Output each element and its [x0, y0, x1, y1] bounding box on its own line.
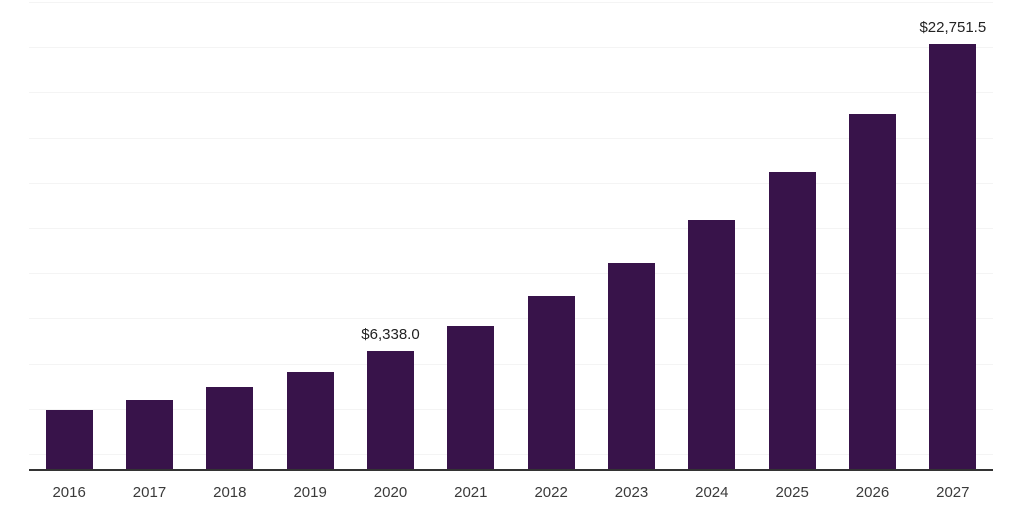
bar-group[interactable] [206, 0, 254, 470]
x-axis-tick-label: 2023 [614, 484, 649, 501]
x-axis-tick-label: 2026 [855, 484, 890, 501]
bar-group[interactable] [45, 0, 93, 470]
x-axis-line [29, 469, 993, 471]
x-axis-tick-labels: 2016 2017 2018 2019 2020 2021 2022 2023 2024 2025… [29, 483, 993, 507]
bar-group[interactable] [286, 0, 334, 470]
bar[interactable] [527, 296, 575, 470]
bar[interactable] [768, 172, 816, 470]
bar-group[interactable] [447, 0, 495, 470]
x-axis-tick-label: 2018 [213, 484, 247, 501]
bar-group[interactable] [126, 0, 173, 470]
bar-group[interactable] [608, 0, 655, 470]
bar-group[interactable] [849, 0, 896, 470]
bar[interactable] [367, 351, 414, 470]
x-axis-tick-label: 2024 [695, 484, 729, 501]
bar[interactable] [608, 263, 655, 470]
x-axis-tick-label: 2016 [52, 484, 86, 501]
x-axis-tick-label: 2025 [775, 484, 809, 501]
x-axis-tick-label: 2027 [936, 484, 970, 501]
bar-group[interactable] [527, 0, 575, 470]
x-axis-tick-label: 2020 [373, 484, 408, 501]
x-axis-tick-label: 2017 [132, 484, 167, 501]
bar[interactable] [447, 326, 495, 470]
bar-group[interactable]: $22,751.5 [919, 0, 986, 470]
bar[interactable] [849, 114, 896, 470]
bar-value-label: $6,338.0 [361, 326, 420, 344]
plot-area: $6,338.0 $22,751.5 [29, 0, 993, 470]
x-axis-tick-label: 2021 [454, 484, 488, 501]
x-axis-tick-label: 2022 [534, 484, 568, 501]
bar-group[interactable] [768, 0, 816, 470]
bar[interactable] [206, 387, 254, 470]
bar[interactable] [286, 372, 334, 470]
bar[interactable] [929, 44, 977, 470]
bar-group[interactable] [688, 0, 736, 470]
bar[interactable] [126, 399, 173, 470]
bar-value-label: $22,751.5 [919, 19, 987, 36]
bar[interactable] [45, 410, 93, 470]
bar[interactable] [688, 220, 736, 470]
bar-group[interactable]: $6,338.0 [361, 0, 420, 470]
x-axis-tick-label: 2019 [293, 484, 327, 501]
